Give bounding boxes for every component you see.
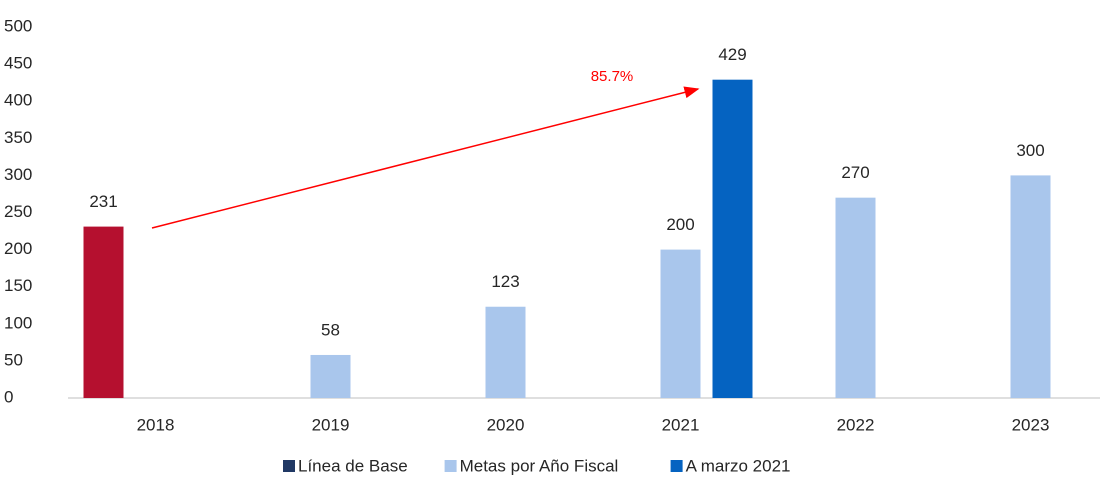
y-tick-label: 450 [4,54,32,73]
value-label: 270 [841,163,869,182]
bar [835,197,876,398]
legend-swatch [670,460,683,472]
bar [485,306,526,398]
annotation-text: 85.7% [591,68,634,85]
bar [712,79,753,398]
legend-swatch [444,460,457,472]
bar [1010,175,1051,398]
legend-label: A marzo 2021 [686,456,791,475]
y-tick-label: 500 [4,16,32,35]
value-label: 200 [666,215,694,234]
y-tick-label: 250 [4,202,32,221]
value-label: 429 [718,45,746,64]
bar [660,249,701,398]
legend-swatch [283,460,295,472]
legend-label: Línea de Base [298,456,408,475]
y-tick-label: 0 [4,387,13,406]
x-tick-label: 2019 [312,415,350,434]
x-tick-label: 2020 [487,415,525,434]
bar [83,226,124,398]
y-tick-label: 50 [4,350,23,369]
value-label: 231 [89,192,117,211]
x-tick-label: 2023 [1012,415,1050,434]
value-label: 123 [491,272,519,291]
x-tick-label: 2022 [837,415,875,434]
x-tick-label: 2021 [662,415,700,434]
y-tick-label: 150 [4,276,32,295]
bar [310,354,351,398]
x-tick-label: 2018 [137,415,175,434]
y-tick-label: 100 [4,313,32,332]
y-tick-label: 350 [4,128,32,147]
y-tick-label: 200 [4,239,32,258]
annotation-arrow [151,86,700,229]
legend-label: Metas por Año Fiscal [460,456,619,475]
y-tick-label: 300 [4,165,32,184]
value-label: 300 [1016,141,1044,160]
y-tick-label: 400 [4,91,32,110]
value-label: 58 [321,320,340,339]
